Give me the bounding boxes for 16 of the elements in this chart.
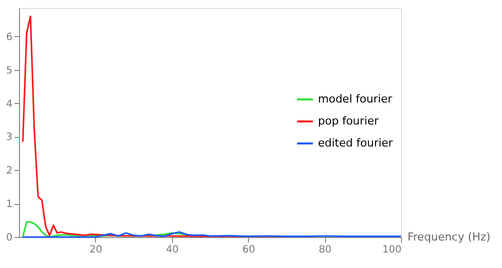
y-tick-label: 6 xyxy=(6,32,12,43)
legend-label: model fourier xyxy=(318,92,393,106)
legend-label: pop fourier xyxy=(318,114,380,128)
y-tick-label: 5 xyxy=(6,65,12,76)
y-tick-label: 2 xyxy=(6,166,12,177)
x-tick-label: 60 xyxy=(242,244,256,256)
x-axis-title: Frequency (Hz) xyxy=(408,230,490,244)
x-tick-label: 100 xyxy=(382,244,402,256)
y-tick-label: 3 xyxy=(6,132,12,144)
y-tick-label: 0 xyxy=(6,232,12,244)
x-tick-label: 40 xyxy=(166,244,179,256)
y-tick-label: 4 xyxy=(6,98,12,110)
x-tick-label: 80 xyxy=(318,244,332,256)
y-tick-label: 1 xyxy=(6,199,12,210)
legend-label: edited fourier xyxy=(318,136,394,150)
x-tick-label: 20 xyxy=(90,244,102,256)
